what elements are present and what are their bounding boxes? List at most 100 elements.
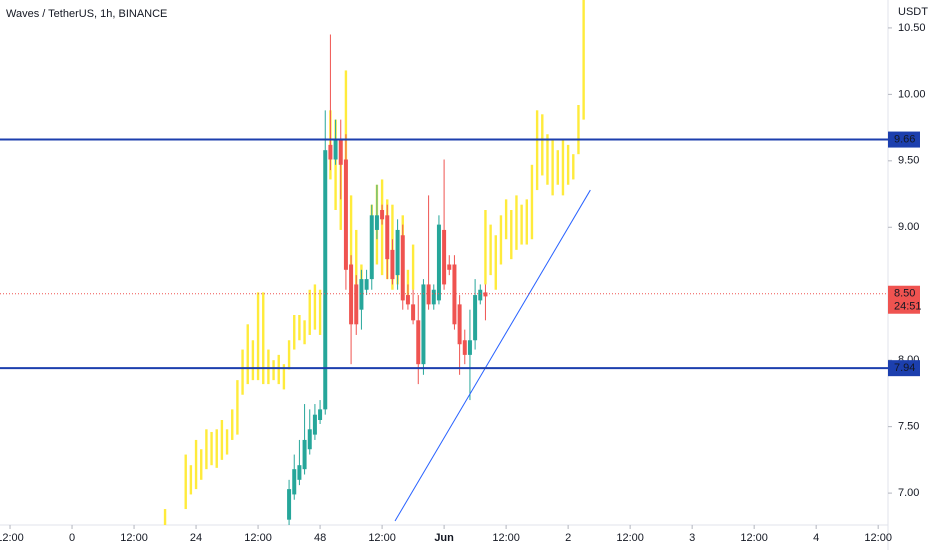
candle-body bbox=[287, 489, 292, 520]
highlight-bar bbox=[515, 195, 518, 250]
candle-body bbox=[312, 414, 317, 435]
highlight-bar bbox=[184, 454, 187, 510]
candle-body bbox=[467, 340, 472, 355]
candle-body bbox=[385, 215, 390, 260]
highlight-bar bbox=[163, 509, 167, 525]
candle-body bbox=[343, 159, 348, 270]
highlight-bar bbox=[561, 139, 565, 196]
highlight-bar bbox=[525, 199, 528, 245]
highlight-bar bbox=[546, 134, 549, 185]
highlight-bar bbox=[520, 204, 523, 245]
highlight-bar bbox=[551, 139, 554, 196]
highlight-bar bbox=[572, 154, 575, 180]
highlight-bar bbox=[246, 324, 249, 385]
x-tick-label: Jun bbox=[434, 532, 454, 544]
highlight-bar bbox=[530, 164, 534, 240]
highlight-bar bbox=[282, 364, 286, 390]
highlight-bar bbox=[189, 465, 193, 495]
highlight-bar bbox=[272, 360, 275, 381]
highlight-bar bbox=[489, 224, 492, 276]
y-tick-label: 7.50 bbox=[898, 421, 919, 433]
candle-body bbox=[364, 279, 369, 290]
highlight-bar bbox=[484, 210, 487, 285]
highlight-bar bbox=[236, 380, 239, 435]
candle-body bbox=[442, 229, 447, 285]
x-tick-label: 0 bbox=[69, 532, 75, 544]
highlight-bar bbox=[262, 292, 265, 385]
x-tick-label: 12:00 bbox=[492, 532, 520, 544]
highlight-bar bbox=[287, 340, 291, 370]
candle-body bbox=[462, 340, 467, 355]
candle-body bbox=[421, 284, 426, 365]
candle-body bbox=[380, 210, 385, 220]
candle-body bbox=[473, 295, 478, 341]
x-tick-label: 24 bbox=[190, 532, 202, 544]
candle-body bbox=[297, 465, 302, 480]
level-box bbox=[888, 360, 920, 377]
countdown-label: 24:51 bbox=[894, 301, 922, 313]
candle-body bbox=[483, 292, 488, 297]
x-tick-label: 12:00 bbox=[368, 532, 396, 544]
x-tick-label: 12:00 bbox=[244, 532, 272, 544]
highlight-bar bbox=[298, 315, 301, 341]
candle-body bbox=[416, 320, 421, 365]
highlight-bar bbox=[231, 409, 234, 440]
highlight-bar bbox=[267, 349, 270, 385]
candle-body bbox=[338, 139, 343, 165]
candle-body bbox=[302, 439, 307, 470]
y-tick-label: 9.00 bbox=[898, 221, 919, 233]
chart-title: Waves / TetherUS, 1h, BINANCE bbox=[6, 8, 167, 20]
highlight-bar bbox=[541, 114, 544, 176]
candle-body bbox=[369, 215, 374, 280]
candle-body bbox=[359, 279, 364, 310]
highlight-bar bbox=[494, 235, 497, 290]
x-tick-label: 3 bbox=[689, 532, 695, 544]
y-axis-label: USDT bbox=[898, 6, 928, 18]
candle-body bbox=[354, 284, 359, 325]
highlight-bar bbox=[510, 210, 513, 260]
highlight-bar bbox=[205, 429, 208, 470]
highlight-bar bbox=[200, 449, 203, 480]
highlight-bar bbox=[582, 0, 585, 120]
highlight-bar bbox=[355, 229, 358, 285]
highlight-bar bbox=[318, 289, 322, 335]
candle-body bbox=[390, 249, 395, 280]
highlight-bar bbox=[277, 354, 280, 385]
highlight-bar bbox=[256, 292, 260, 381]
x-tick-label: 2 bbox=[565, 532, 571, 544]
highlight-bar bbox=[313, 284, 317, 330]
x-tick-label: 12:00 bbox=[616, 532, 644, 544]
x-tick-label: 12:00 bbox=[120, 532, 148, 544]
level-label: 9.66 bbox=[894, 133, 915, 145]
candle-body bbox=[431, 289, 436, 305]
highlight-bar bbox=[411, 244, 415, 290]
candle-body bbox=[478, 289, 483, 301]
highlight-bar bbox=[349, 195, 353, 276]
highlight-bar bbox=[194, 439, 198, 490]
candle-body bbox=[349, 264, 354, 325]
highlight-bar bbox=[499, 215, 503, 265]
highlight-bar bbox=[380, 179, 384, 276]
x-tick-label: 12:00 bbox=[864, 532, 892, 544]
y-tick-label: 10.50 bbox=[898, 22, 926, 34]
highlight-bar bbox=[225, 429, 229, 455]
x-tick-label: 12:00 bbox=[0, 532, 24, 544]
candle-body bbox=[447, 264, 452, 270]
highlight-bar bbox=[535, 110, 539, 191]
candle-body bbox=[395, 229, 400, 276]
highlight-bar bbox=[303, 320, 306, 345]
level-box bbox=[888, 131, 920, 148]
candle-body bbox=[318, 409, 323, 420]
highlight-bar bbox=[556, 150, 559, 185]
x-tick-label: 12:00 bbox=[740, 532, 768, 544]
highlight-bar bbox=[293, 315, 296, 350]
last-price-box bbox=[888, 285, 920, 314]
candle-body bbox=[436, 224, 441, 301]
candle-body bbox=[452, 264, 457, 325]
candle-body bbox=[405, 295, 410, 305]
highlight-bar bbox=[215, 429, 218, 468]
highlight-bar bbox=[308, 289, 311, 335]
candle-body bbox=[333, 139, 338, 160]
